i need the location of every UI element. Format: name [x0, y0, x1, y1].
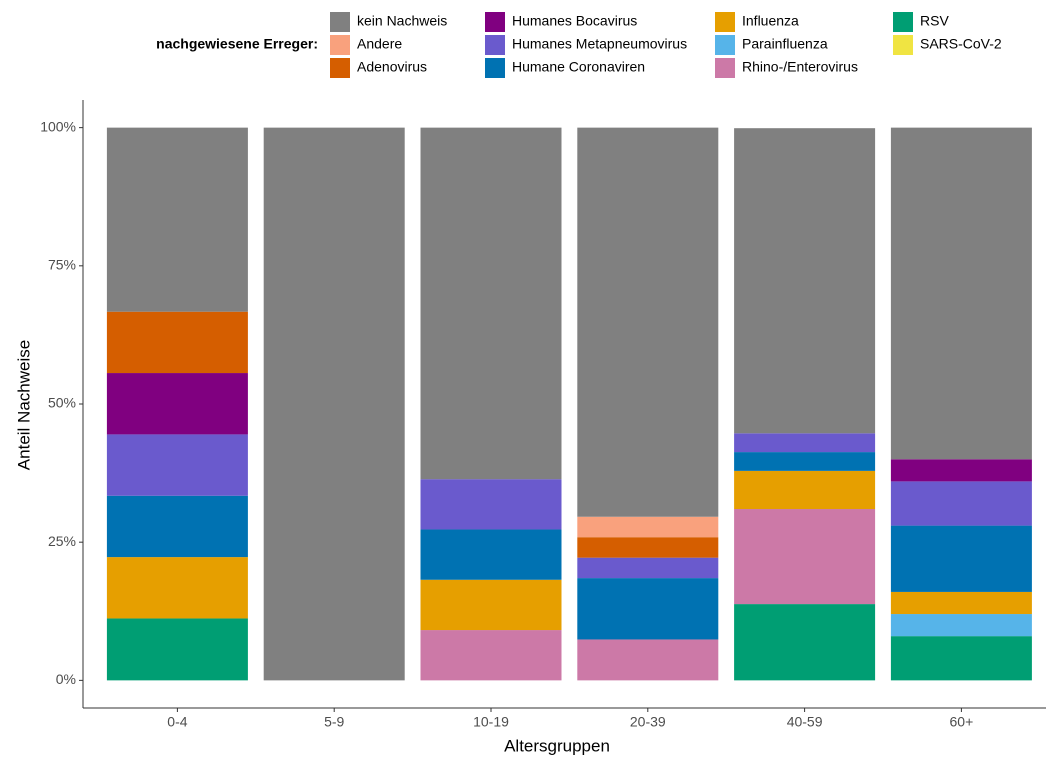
legend-title: nachgewiesene Erreger:	[156, 36, 318, 52]
bar-segment	[890, 636, 1032, 681]
bar-segment	[734, 470, 876, 510]
bar-segment	[577, 578, 719, 640]
bar-segment	[420, 127, 562, 480]
bar-segment	[890, 591, 1032, 615]
legend-label: Rhino-/Enterovirus	[742, 59, 858, 75]
bar-segment	[106, 557, 248, 619]
bar-segment	[577, 537, 719, 558]
bar-segment	[890, 459, 1032, 482]
x-tick-label: 0-4	[167, 714, 187, 730]
bar-segment	[577, 127, 719, 517]
legend-swatch	[330, 58, 350, 78]
bar-segment	[263, 127, 405, 681]
legend-swatch	[330, 12, 350, 32]
legend-swatch	[485, 35, 505, 55]
legend-swatch	[893, 12, 913, 32]
bar-segment	[734, 433, 876, 453]
x-tick-label: 60+	[950, 714, 974, 730]
bar-segment	[577, 516, 719, 538]
legend-swatch	[330, 35, 350, 55]
bar-segment	[106, 311, 248, 374]
bar-segment	[734, 509, 876, 605]
legend-swatch	[715, 58, 735, 78]
bar-segment	[890, 525, 1032, 592]
bar-segment	[577, 557, 719, 579]
legend-label: kein Nachweis	[357, 13, 447, 29]
bar-segment	[734, 604, 876, 681]
legend-label: SARS-CoV-2	[920, 36, 1002, 52]
bar-segment	[890, 614, 1032, 637]
y-tick-label: 25%	[48, 533, 76, 549]
legend-label: Parainfluenza	[742, 36, 828, 52]
bar-segment	[106, 373, 248, 435]
y-axis-label: Anteil Nachweise	[14, 340, 33, 470]
bar-segment	[577, 639, 719, 681]
legend-label: Humanes Bocavirus	[512, 13, 637, 29]
x-tick-label: 20-39	[630, 714, 666, 730]
x-tick-label: 5-9	[324, 714, 344, 730]
legend-label: Influenza	[742, 13, 799, 29]
bar-segment	[420, 579, 562, 631]
bar-segment	[734, 452, 876, 471]
bar-segment	[106, 434, 248, 496]
y-tick-label: 0%	[56, 671, 76, 687]
x-tick-label: 40-59	[787, 714, 823, 730]
bar-segment	[106, 127, 248, 312]
legend-swatch	[715, 35, 735, 55]
bar-segment	[420, 479, 562, 530]
x-tick-label: 10-19	[473, 714, 509, 730]
bar-segment	[890, 481, 1032, 526]
legend-label: Andere	[357, 36, 402, 52]
legend-label: Humane Coronaviren	[512, 59, 645, 75]
legend-swatch	[485, 12, 505, 32]
y-tick-label: 50%	[48, 395, 76, 411]
legend-label: Adenovirus	[357, 59, 427, 75]
legend-label: RSV	[920, 13, 949, 29]
legend-label: Humanes Metapneumovirus	[512, 36, 687, 52]
x-axis-label: Altersgruppen	[504, 736, 610, 755]
bar-segment	[890, 127, 1032, 460]
legend-swatch	[715, 12, 735, 32]
legend-swatch	[893, 35, 913, 55]
legend-swatch	[485, 58, 505, 78]
bar-segment	[106, 618, 248, 681]
y-tick-label: 75%	[48, 257, 76, 273]
y-tick-label: 100%	[40, 118, 76, 134]
bar-segment	[106, 495, 248, 558]
bar-segment	[420, 630, 562, 681]
bar-segment	[734, 128, 876, 434]
bar-segment	[420, 529, 562, 580]
